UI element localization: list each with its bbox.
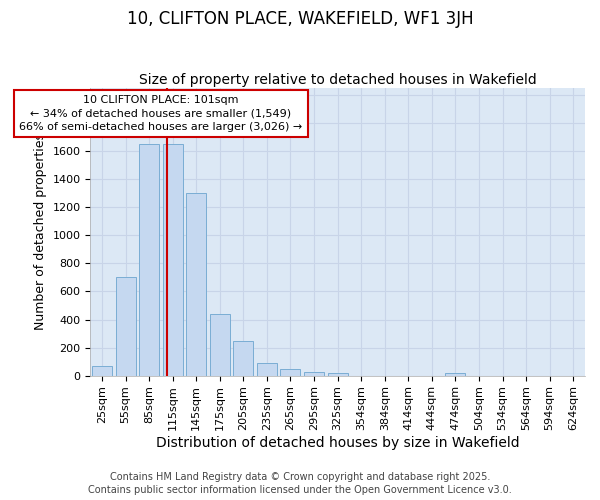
Text: 10 CLIFTON PLACE: 101sqm
← 34% of detached houses are smaller (1,549)
66% of sem: 10 CLIFTON PLACE: 101sqm ← 34% of detach… (19, 95, 302, 132)
Bar (186, 194, 206, 376)
Bar (210, 314, 230, 376)
Bar (257, 363, 277, 376)
Bar (92, 366, 112, 376)
Bar (280, 368, 301, 376)
Title: Size of property relative to detached houses in Wakefield: Size of property relative to detached ho… (139, 73, 536, 87)
Text: 10, CLIFTON PLACE, WAKEFIELD, WF1 3JH: 10, CLIFTON PLACE, WAKEFIELD, WF1 3JH (127, 10, 473, 28)
Bar (445, 374, 466, 376)
Bar (163, 144, 182, 376)
Bar (233, 340, 253, 376)
Text: Contains HM Land Registry data © Crown copyright and database right 2025.
Contai: Contains HM Land Registry data © Crown c… (88, 472, 512, 495)
Y-axis label: Number of detached properties: Number of detached properties (34, 134, 47, 330)
Bar (304, 372, 324, 376)
Bar (116, 278, 136, 376)
Bar (328, 373, 347, 376)
Bar (139, 144, 159, 376)
X-axis label: Distribution of detached houses by size in Wakefield: Distribution of detached houses by size … (156, 436, 520, 450)
